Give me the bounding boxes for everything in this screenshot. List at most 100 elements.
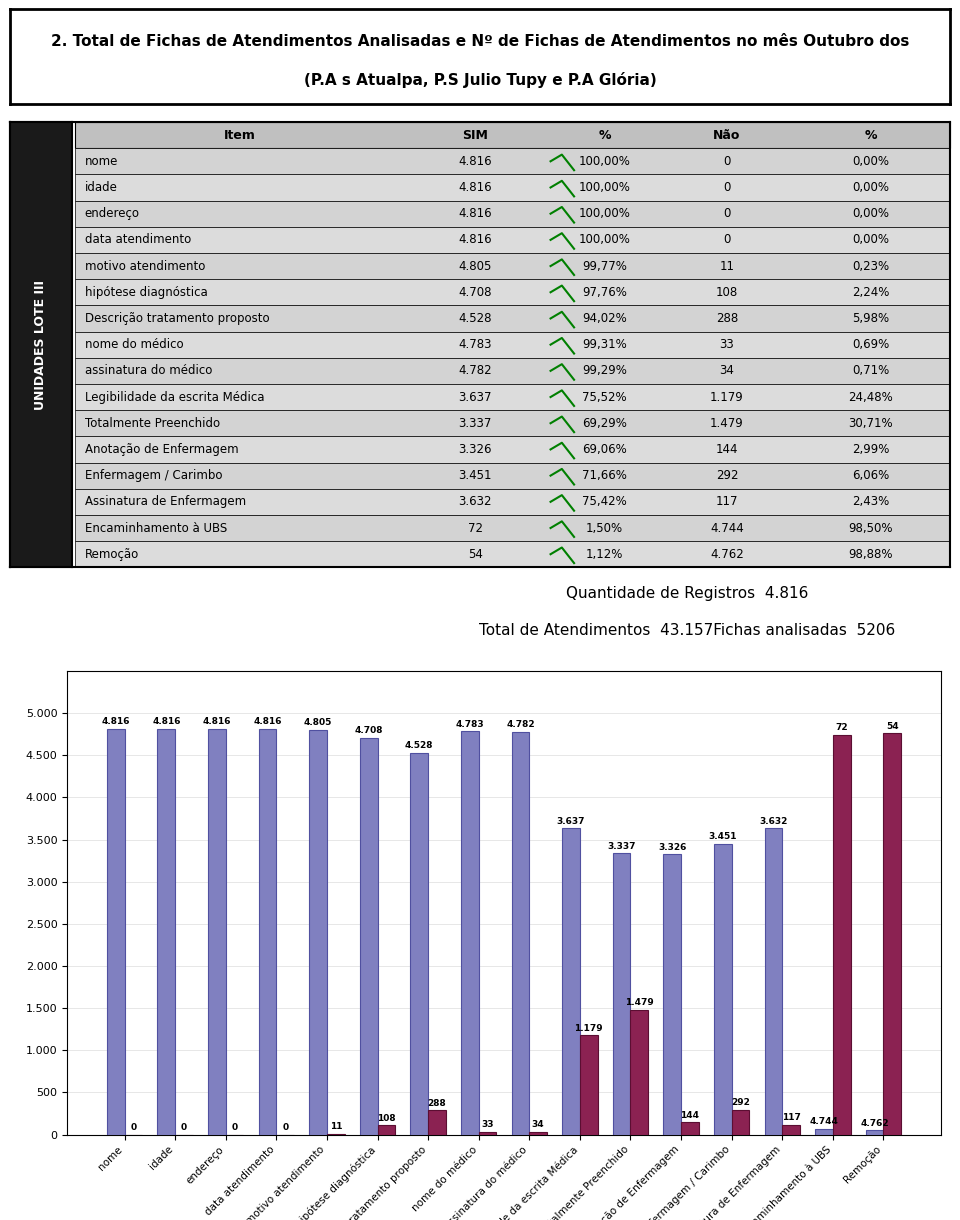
Bar <box>512 732 529 1135</box>
Bar <box>866 1130 883 1135</box>
Bar <box>76 305 950 332</box>
Bar <box>76 357 950 384</box>
Text: Descrição tratamento proposto: Descrição tratamento proposto <box>84 312 270 325</box>
Text: 6,06%: 6,06% <box>852 470 889 482</box>
Text: 4.782: 4.782 <box>506 720 535 730</box>
Text: 100,00%: 100,00% <box>579 181 631 194</box>
Bar <box>107 728 125 1135</box>
Text: 54: 54 <box>468 548 483 561</box>
Text: 117: 117 <box>781 1113 801 1122</box>
Text: Legibilidade da escrita Médica: Legibilidade da escrita Médica <box>84 390 264 404</box>
Bar <box>76 462 950 489</box>
Bar <box>76 122 950 148</box>
Text: 1.179: 1.179 <box>710 390 744 404</box>
Text: Encaminhamento à UBS: Encaminhamento à UBS <box>84 521 228 534</box>
Text: 69,29%: 69,29% <box>582 417 627 429</box>
Text: 4.708: 4.708 <box>459 285 492 299</box>
Bar <box>563 828 580 1135</box>
Text: motivo atendimento: motivo atendimento <box>84 260 205 272</box>
Bar <box>76 174 950 200</box>
Text: 0,71%: 0,71% <box>852 365 889 377</box>
Text: 54: 54 <box>886 722 899 731</box>
Text: 33: 33 <box>720 338 734 351</box>
Bar <box>411 753 428 1135</box>
Text: %: % <box>864 128 876 142</box>
Text: 4.783: 4.783 <box>456 720 484 728</box>
Bar <box>732 1110 750 1135</box>
Bar <box>76 200 950 227</box>
Bar <box>76 384 950 410</box>
Text: SIM: SIM <box>463 128 489 142</box>
Text: 11: 11 <box>719 260 734 272</box>
Bar <box>208 728 226 1135</box>
Text: 3.632: 3.632 <box>459 495 492 509</box>
Text: 4.816: 4.816 <box>459 181 492 194</box>
Bar <box>631 1010 648 1135</box>
Bar <box>428 1110 445 1135</box>
Text: 4.762: 4.762 <box>710 548 744 561</box>
Text: 75,42%: 75,42% <box>583 495 627 509</box>
Text: 144: 144 <box>681 1111 700 1120</box>
Text: 98,50%: 98,50% <box>849 521 893 534</box>
Bar <box>157 728 175 1135</box>
Text: 4.708: 4.708 <box>354 726 383 736</box>
Text: 1.479: 1.479 <box>710 417 744 429</box>
Bar <box>360 738 377 1135</box>
Text: 34: 34 <box>532 1120 544 1130</box>
Text: 1.179: 1.179 <box>574 1024 603 1032</box>
Text: 4.816: 4.816 <box>152 717 180 726</box>
Text: 0,00%: 0,00% <box>852 207 889 220</box>
Text: 3.326: 3.326 <box>658 843 686 852</box>
Text: 2,99%: 2,99% <box>852 443 889 456</box>
Text: 4.816: 4.816 <box>459 207 492 220</box>
Text: 0,00%: 0,00% <box>852 233 889 246</box>
Text: Totalmente Preenchido: Totalmente Preenchido <box>84 417 220 429</box>
Text: 0: 0 <box>282 1124 288 1132</box>
Text: Não: Não <box>713 128 741 142</box>
Text: 0: 0 <box>723 233 731 246</box>
Text: 4.783: 4.783 <box>459 338 492 351</box>
Text: 97,76%: 97,76% <box>582 285 627 299</box>
Bar <box>612 853 631 1135</box>
Text: 4.816: 4.816 <box>459 233 492 246</box>
Text: 117: 117 <box>716 495 738 509</box>
Text: Assinatura de Enfermagem: Assinatura de Enfermagem <box>84 495 246 509</box>
Text: 1.479: 1.479 <box>625 998 654 1008</box>
Text: Enfermagem / Carimbo: Enfermagem / Carimbo <box>84 470 223 482</box>
Bar <box>76 542 950 567</box>
Text: 5,98%: 5,98% <box>852 312 889 325</box>
Text: 94,02%: 94,02% <box>583 312 627 325</box>
Text: 99,77%: 99,77% <box>582 260 627 272</box>
Bar <box>309 730 327 1135</box>
Text: 34: 34 <box>720 365 734 377</box>
Text: 0: 0 <box>723 181 731 194</box>
Bar <box>76 410 950 437</box>
Text: 98,88%: 98,88% <box>849 548 893 561</box>
Text: 2. Total de Fichas de Atendimentos Analisadas e Nº de Fichas de Atendimentos no : 2. Total de Fichas de Atendimentos Anali… <box>51 34 909 49</box>
Text: 0: 0 <box>181 1124 187 1132</box>
Text: 0,23%: 0,23% <box>852 260 889 272</box>
Text: UNIDADES LOTE III: UNIDADES LOTE III <box>35 279 47 410</box>
Text: 292: 292 <box>716 470 738 482</box>
Bar <box>681 1122 699 1135</box>
Text: 3.632: 3.632 <box>759 817 787 826</box>
Bar <box>76 437 950 462</box>
Text: 4.528: 4.528 <box>459 312 492 325</box>
Text: idade: idade <box>84 181 118 194</box>
Text: 292: 292 <box>732 1098 750 1108</box>
Text: Total de Atendimentos  43.157Fichas analisadas  5206: Total de Atendimentos 43.157Fichas anali… <box>479 623 895 638</box>
Text: 4.816: 4.816 <box>459 155 492 168</box>
Text: 4.782: 4.782 <box>459 365 492 377</box>
Bar <box>76 515 950 542</box>
Bar <box>76 253 950 279</box>
Text: 0: 0 <box>131 1124 136 1132</box>
Bar <box>815 1128 833 1135</box>
Text: 11: 11 <box>329 1122 342 1131</box>
Text: 30,71%: 30,71% <box>848 417 893 429</box>
Bar <box>764 828 782 1135</box>
Text: 4.816: 4.816 <box>102 717 130 726</box>
Text: nome do médico: nome do médico <box>84 338 183 351</box>
Text: data atendimento: data atendimento <box>84 233 191 246</box>
Text: 75,52%: 75,52% <box>583 390 627 404</box>
Text: 288: 288 <box>716 312 738 325</box>
